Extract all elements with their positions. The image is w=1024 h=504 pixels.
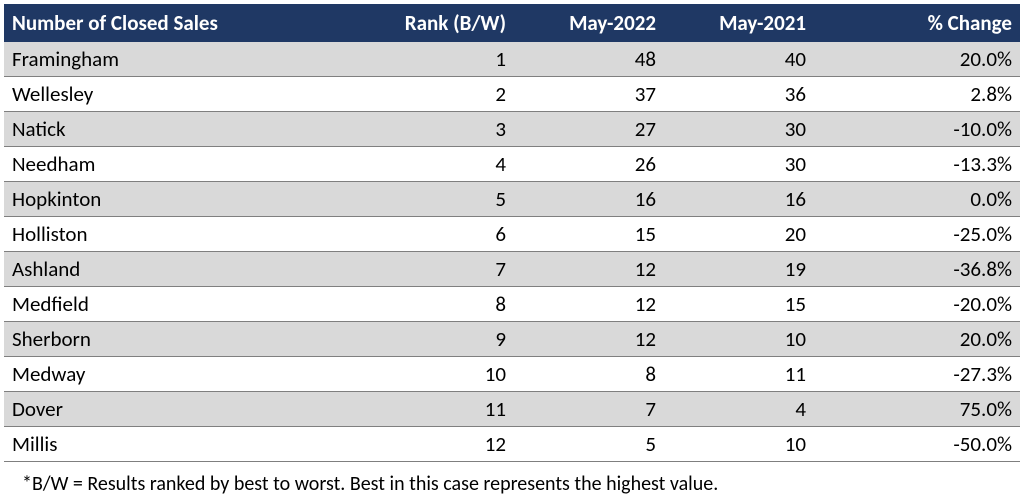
header-current: May-2022 bbox=[514, 4, 664, 42]
cell-cur: 16 bbox=[514, 182, 664, 217]
table-row: Ashland71219-36.8% bbox=[4, 252, 1020, 287]
cell-chg: -20.0% bbox=[814, 287, 1020, 322]
cell-rank: 6 bbox=[384, 217, 514, 252]
cell-chg: 20.0% bbox=[814, 42, 1020, 77]
cell-cur: 12 bbox=[514, 322, 664, 357]
cell-prev: 10 bbox=[664, 322, 814, 357]
table-row: Medfield81215-20.0% bbox=[4, 287, 1020, 322]
table-row: Needham42630-13.3% bbox=[4, 147, 1020, 182]
cell-rank: 8 bbox=[384, 287, 514, 322]
cell-name: Needham bbox=[4, 147, 384, 182]
cell-name: Dover bbox=[4, 392, 384, 427]
cell-chg: 75.0% bbox=[814, 392, 1020, 427]
cell-chg: -27.3% bbox=[814, 357, 1020, 392]
cell-prev: 30 bbox=[664, 147, 814, 182]
cell-rank: 7 bbox=[384, 252, 514, 287]
cell-cur: 48 bbox=[514, 42, 664, 77]
cell-prev: 40 bbox=[664, 42, 814, 77]
table-row: Framingham1484020.0% bbox=[4, 42, 1020, 77]
cell-cur: 12 bbox=[514, 287, 664, 322]
table-row: Sherborn9121020.0% bbox=[4, 322, 1020, 357]
cell-name: Sherborn bbox=[4, 322, 384, 357]
cell-chg: -36.8% bbox=[814, 252, 1020, 287]
table-row: Hopkinton516160.0% bbox=[4, 182, 1020, 217]
cell-name: Wellesley bbox=[4, 77, 384, 112]
cell-name: Ashland bbox=[4, 252, 384, 287]
cell-name: Medfield bbox=[4, 287, 384, 322]
cell-cur: 15 bbox=[514, 217, 664, 252]
cell-rank: 5 bbox=[384, 182, 514, 217]
cell-name: Natick bbox=[4, 112, 384, 147]
cell-chg: -13.3% bbox=[814, 147, 1020, 182]
cell-cur: 8 bbox=[514, 357, 664, 392]
cell-chg: -25.0% bbox=[814, 217, 1020, 252]
cell-prev: 36 bbox=[664, 77, 814, 112]
cell-prev: 16 bbox=[664, 182, 814, 217]
cell-rank: 9 bbox=[384, 322, 514, 357]
table-row: Wellesley237362.8% bbox=[4, 77, 1020, 112]
header-previous: May-2021 bbox=[664, 4, 814, 42]
cell-cur: 5 bbox=[514, 427, 664, 462]
cell-cur: 37 bbox=[514, 77, 664, 112]
table-header: Number of Closed Sales Rank (B/W) May-20… bbox=[4, 4, 1020, 42]
cell-rank: 3 bbox=[384, 112, 514, 147]
table-row: Millis12510-50.0% bbox=[4, 427, 1020, 462]
cell-name: Medway bbox=[4, 357, 384, 392]
table-row: Dover117475.0% bbox=[4, 392, 1020, 427]
cell-rank: 10 bbox=[384, 357, 514, 392]
cell-cur: 26 bbox=[514, 147, 664, 182]
cell-chg: 0.0% bbox=[814, 182, 1020, 217]
header-name: Number of Closed Sales bbox=[4, 4, 384, 42]
table-row: Medway10811-27.3% bbox=[4, 357, 1020, 392]
closed-sales-table: Number of Closed Sales Rank (B/W) May-20… bbox=[4, 4, 1020, 496]
cell-rank: 4 bbox=[384, 147, 514, 182]
cell-prev: 30 bbox=[664, 112, 814, 147]
cell-rank: 11 bbox=[384, 392, 514, 427]
cell-name: Holliston bbox=[4, 217, 384, 252]
table-body: Framingham1484020.0%Wellesley237362.8%Na… bbox=[4, 42, 1020, 462]
cell-rank: 12 bbox=[384, 427, 514, 462]
table-row: Natick32730-10.0% bbox=[4, 112, 1020, 147]
cell-prev: 15 bbox=[664, 287, 814, 322]
cell-prev: 19 bbox=[664, 252, 814, 287]
header-rank: Rank (B/W) bbox=[384, 4, 514, 42]
cell-rank: 2 bbox=[384, 77, 514, 112]
cell-chg: 2.8% bbox=[814, 77, 1020, 112]
cell-cur: 7 bbox=[514, 392, 664, 427]
data-table: Number of Closed Sales Rank (B/W) May-20… bbox=[4, 4, 1020, 462]
cell-chg: -50.0% bbox=[814, 427, 1020, 462]
header-change: % Change bbox=[814, 4, 1020, 42]
cell-chg: -10.0% bbox=[814, 112, 1020, 147]
cell-prev: 20 bbox=[664, 217, 814, 252]
cell-cur: 27 bbox=[514, 112, 664, 147]
cell-chg: 20.0% bbox=[814, 322, 1020, 357]
cell-prev: 11 bbox=[664, 357, 814, 392]
footnote: *B/W = Results ranked by best to worst. … bbox=[4, 462, 1020, 496]
cell-name: Framingham bbox=[4, 42, 384, 77]
cell-rank: 1 bbox=[384, 42, 514, 77]
cell-prev: 4 bbox=[664, 392, 814, 427]
cell-name: Hopkinton bbox=[4, 182, 384, 217]
table-row: Holliston61520-25.0% bbox=[4, 217, 1020, 252]
table-header-row: Number of Closed Sales Rank (B/W) May-20… bbox=[4, 4, 1020, 42]
cell-cur: 12 bbox=[514, 252, 664, 287]
cell-name: Millis bbox=[4, 427, 384, 462]
cell-prev: 10 bbox=[664, 427, 814, 462]
